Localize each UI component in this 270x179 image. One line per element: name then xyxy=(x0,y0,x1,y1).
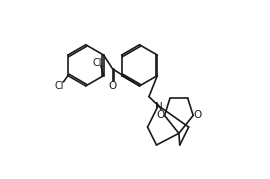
Text: O: O xyxy=(156,110,164,120)
Text: O: O xyxy=(109,81,117,91)
Text: Cl: Cl xyxy=(93,58,102,68)
Text: N: N xyxy=(155,101,163,112)
Text: O: O xyxy=(194,110,202,120)
Text: Cl: Cl xyxy=(54,81,64,91)
